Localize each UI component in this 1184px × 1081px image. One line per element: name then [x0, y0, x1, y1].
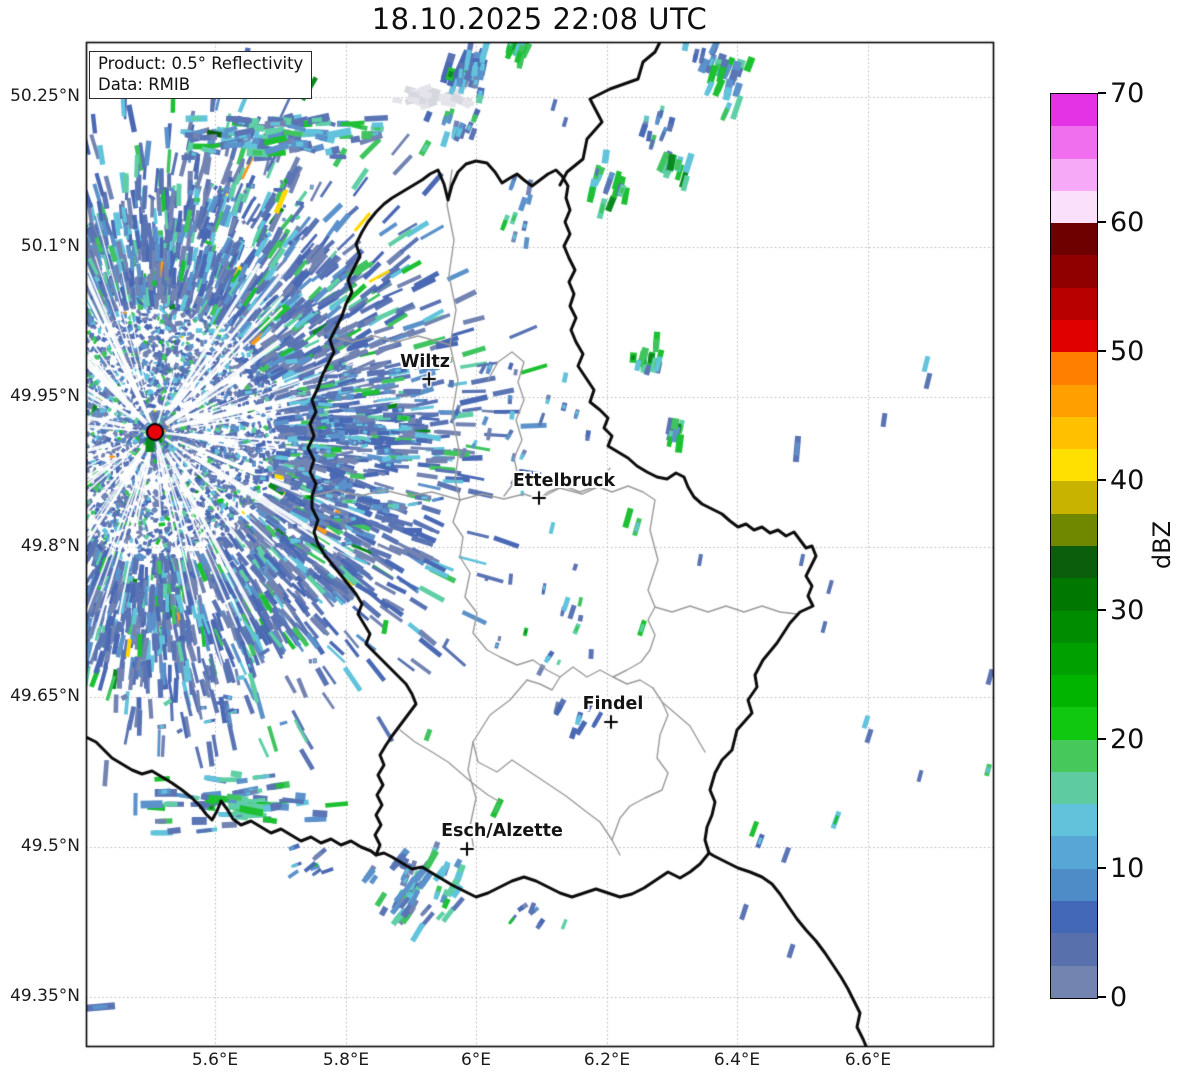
city-label-wiltz: Wiltz: [400, 352, 450, 372]
colorbar-tick-mark: [1098, 221, 1106, 223]
city-label-esch-alzette: Esch/Alzette: [441, 821, 563, 841]
colorbar-segment: [1051, 255, 1097, 288]
colorbar-segment: [1051, 352, 1097, 385]
colorbar-segment: [1051, 965, 1097, 998]
city-label-ettelbruck: Ettelbruck: [512, 471, 616, 491]
product-annotation-box: Product: 0.5° Reflectivity Data: RMIB: [89, 51, 313, 99]
colorbar-segment: [1051, 513, 1097, 546]
colorbar-segment: [1051, 675, 1097, 708]
product-line: Product: 0.5° Reflectivity: [98, 54, 304, 73]
colorbar-tick-mark: [1098, 92, 1106, 94]
colorbar-segment: [1051, 739, 1097, 772]
colorbar-tick-label: 30: [1110, 595, 1145, 626]
colorbar-segment: [1051, 319, 1097, 353]
colorbar-tick-label: 70: [1110, 78, 1145, 109]
colorbar-tick-label: 0: [1110, 982, 1128, 1013]
colorbar-segment: [1051, 126, 1097, 159]
lon-tick-label: 6.4°E: [713, 1050, 761, 1070]
colorbar-segment: [1051, 901, 1097, 934]
data-source-line: Data: RMIB: [98, 75, 191, 94]
lat-tick-label: 49.35°N: [10, 986, 80, 1006]
colorbar-segment: [1051, 384, 1097, 417]
lat-tick-label: 49.8°N: [20, 536, 80, 556]
colorbar-segment: [1051, 707, 1097, 740]
page-title: 18.10.2025 22:08 UTC: [371, 2, 708, 36]
colorbar-segment: [1051, 642, 1097, 676]
city-label-findel: Findel: [582, 694, 644, 714]
lat-tick-label: 49.95°N: [10, 386, 80, 406]
colorbar-segment: [1051, 158, 1097, 191]
colorbar-segment: [1051, 610, 1097, 643]
lon-tick-label: 6°E: [460, 1050, 492, 1070]
colorbar-segment: [1051, 578, 1097, 611]
colorbar-tick-mark: [1098, 479, 1106, 481]
colorbar-segment: [1051, 804, 1097, 837]
colorbar-segment: [1051, 771, 1097, 805]
lat-tick-label: 50.1°N: [20, 236, 80, 256]
colorbar-tick-mark: [1098, 867, 1106, 869]
lon-tick-label: 6.2°E: [583, 1050, 631, 1070]
lat-tick-label: 49.5°N: [20, 836, 80, 856]
colorbar: [1050, 93, 1098, 999]
colorbar-tick-label: 10: [1110, 853, 1145, 884]
lon-tick-label: 5.8°E: [322, 1050, 370, 1070]
colorbar-tick-mark: [1098, 609, 1106, 611]
lat-tick-label: 49.65°N: [10, 686, 80, 706]
colorbar-tick-label: 20: [1110, 724, 1145, 755]
colorbar-segment: [1051, 933, 1097, 966]
lon-tick-label: 5.6°E: [191, 1050, 239, 1070]
colorbar-segment: [1051, 449, 1097, 482]
colorbar-tick-mark: [1098, 996, 1106, 998]
colorbar-segment: [1051, 223, 1097, 256]
lon-tick-label: 6.6°E: [844, 1050, 892, 1070]
colorbar-segment: [1051, 287, 1097, 320]
colorbar-tick-mark: [1098, 738, 1106, 740]
colorbar-tick-label: 40: [1110, 465, 1145, 496]
lat-tick-label: 50.25°N: [10, 86, 80, 106]
colorbar-segment: [1051, 416, 1097, 450]
colorbar-tick-label: 50: [1110, 336, 1145, 367]
colorbar-segment: [1051, 481, 1097, 514]
colorbar-segment: [1051, 868, 1097, 902]
colorbar-tick-mark: [1098, 350, 1106, 352]
colorbar-segment: [1051, 94, 1097, 127]
colorbar-segment: [1051, 545, 1097, 579]
colorbar-title: dBZ: [1148, 520, 1176, 570]
colorbar-segment: [1051, 836, 1097, 869]
colorbar-tick-label: 60: [1110, 207, 1145, 238]
colorbar-segment: [1051, 190, 1097, 224]
